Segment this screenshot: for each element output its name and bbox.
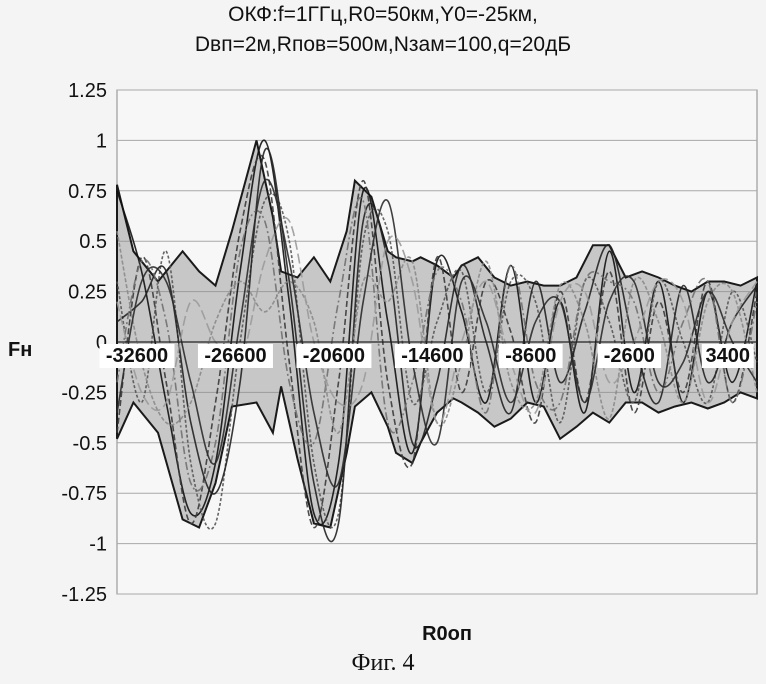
x-tick-label: -2600 [604, 345, 655, 367]
y-tick-label: -1 [89, 534, 107, 556]
y-tick-label: -0.75 [61, 483, 107, 505]
y-tick-label: 0.25 [68, 282, 107, 304]
x-tick-label: 3400 [706, 345, 751, 367]
y-tick-labels: 1.2510.750.50.250-0.25-0.5-0.75-1-1.25 [61, 80, 107, 606]
y-tick-label: -1.25 [61, 584, 107, 606]
x-tick-label: -14600 [401, 345, 463, 367]
y-tick-label: 0.5 [79, 231, 107, 253]
y-tick-label: 0.75 [68, 181, 107, 203]
y-tick-label: -0.25 [61, 382, 107, 404]
x-tick-label: -8600 [505, 345, 556, 367]
x-axis-label: R0оп [422, 623, 472, 645]
x-tick-label: -26600 [204, 345, 266, 367]
y-tick-label: -0.5 [73, 433, 107, 455]
x-tick-label: -32600 [106, 345, 168, 367]
figure-caption: Фиг. 4 [0, 650, 766, 677]
y-axis-label: Fн [8, 339, 32, 361]
y-tick-label: 1.25 [68, 80, 107, 102]
x-tick-label: -20600 [303, 345, 365, 367]
y-tick-label: 1 [96, 130, 107, 152]
